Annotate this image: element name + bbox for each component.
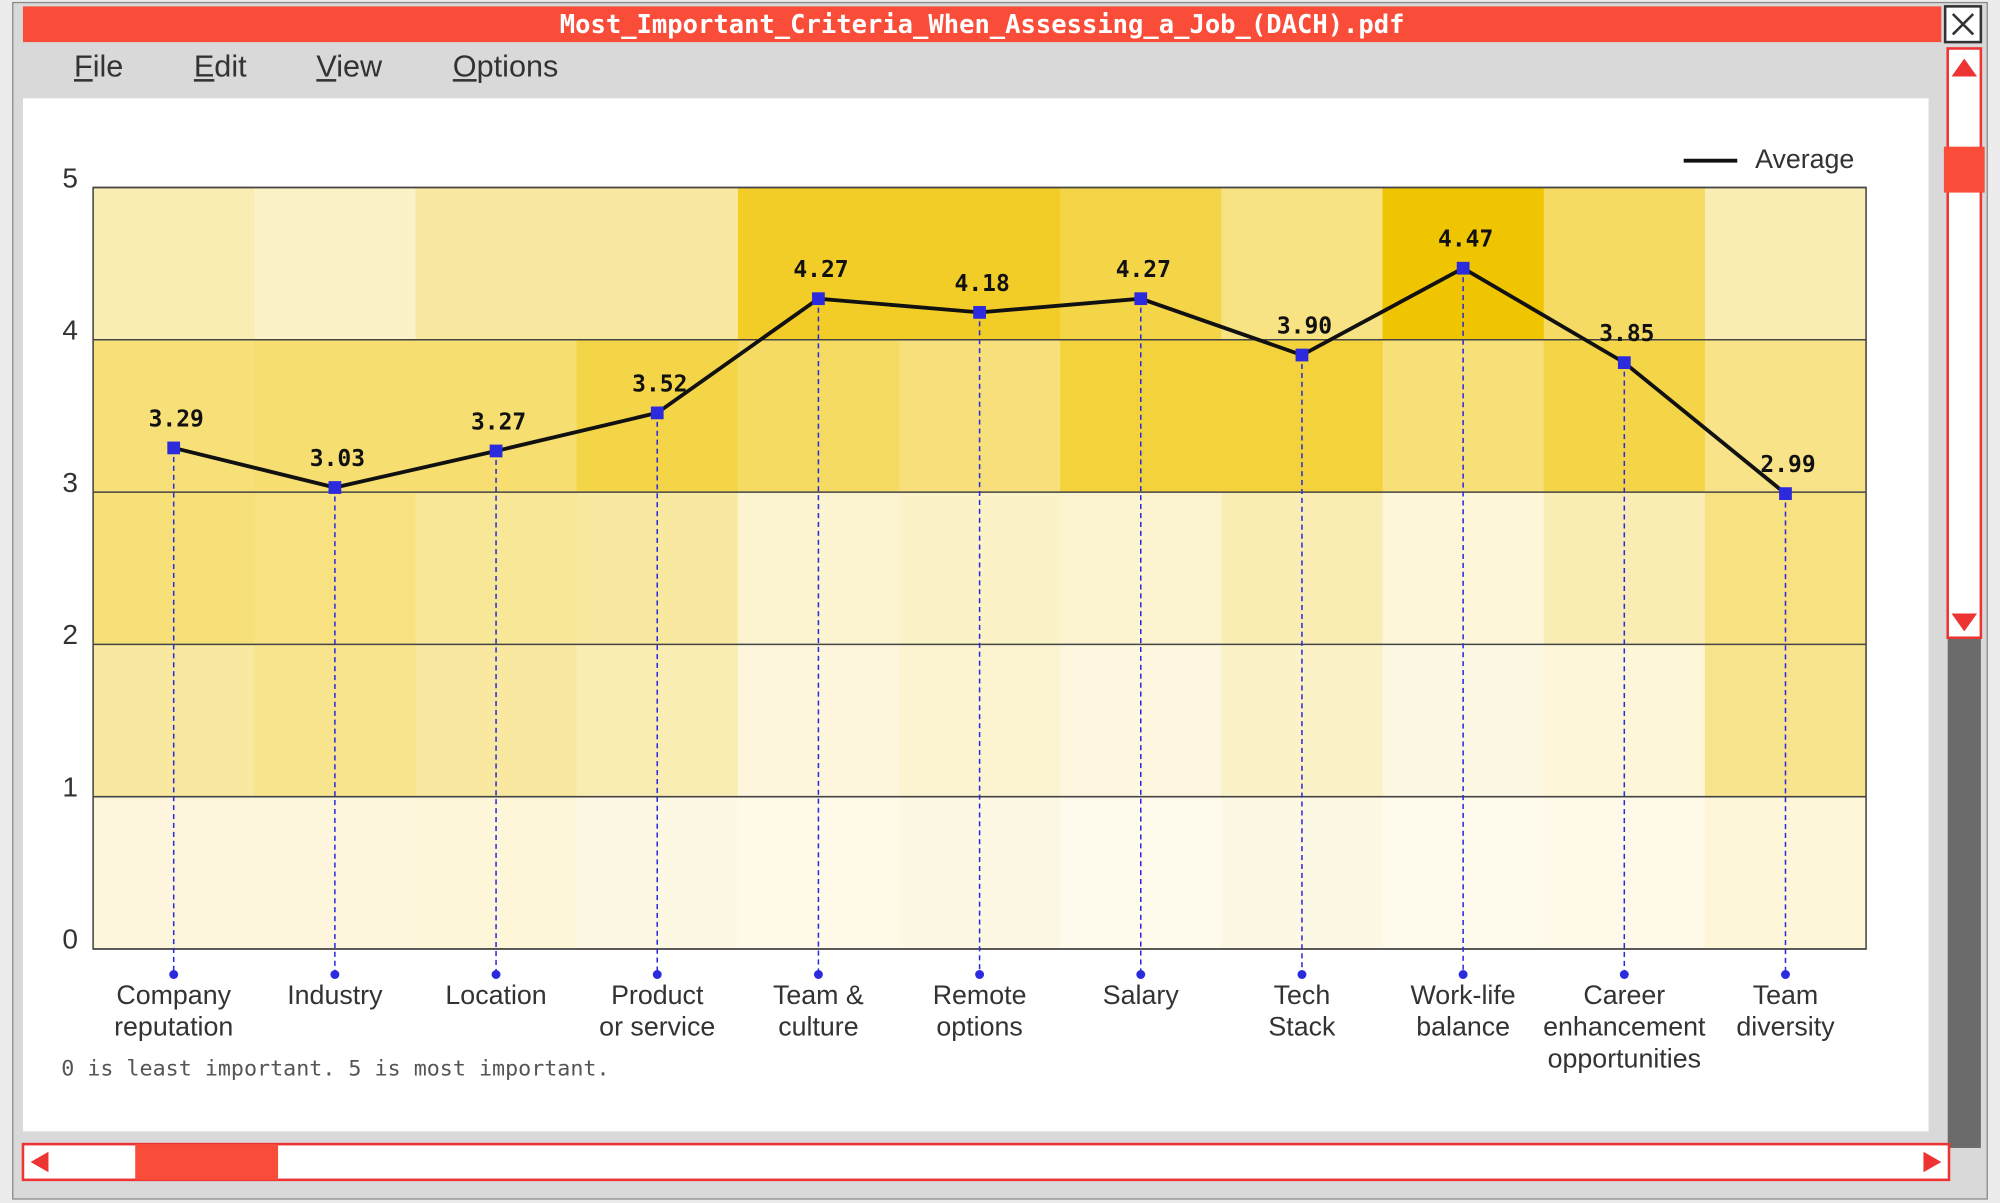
x-tick-label: Remote options xyxy=(932,980,1027,1043)
heat-cell xyxy=(1704,339,1867,493)
y-tick-label: 1 xyxy=(62,771,78,802)
heat-cell xyxy=(1060,187,1222,340)
heat-cell xyxy=(1543,187,1706,340)
marker xyxy=(328,481,342,494)
menu-item[interactable]: Edit xyxy=(193,49,247,85)
y-tick-label: 0 xyxy=(62,924,78,955)
heat-cell xyxy=(254,187,417,340)
heat-cell xyxy=(1221,644,1384,797)
marker xyxy=(1779,487,1792,500)
scroll-up[interactable] xyxy=(1951,58,1978,77)
value-label: 3.27 xyxy=(471,409,526,435)
axis-dot xyxy=(330,970,340,979)
axis-dot xyxy=(169,970,179,979)
axis-dot xyxy=(1136,970,1146,979)
value-label: 3.29 xyxy=(149,406,204,432)
value-label: 3.90 xyxy=(1277,313,1332,339)
scroll-left[interactable] xyxy=(30,1151,49,1173)
menu-item[interactable]: View xyxy=(316,49,383,85)
menu-item[interactable]: File xyxy=(73,49,124,85)
heat-cell xyxy=(415,339,578,493)
axis-dot xyxy=(652,970,662,979)
value-label: 4.47 xyxy=(1438,227,1493,253)
heat-cell xyxy=(1704,187,1867,340)
y-tick-label: 5 xyxy=(62,162,78,193)
heat-cell xyxy=(899,492,1061,645)
x-tick-label: Work-life balance xyxy=(1410,980,1516,1043)
x-tick-label: Company reputation xyxy=(114,980,234,1043)
scroll-right[interactable] xyxy=(1923,1151,1942,1173)
value-label: 2.99 xyxy=(1760,452,1815,478)
footnote: 0 is least important. 5 is most importan… xyxy=(61,1056,610,1082)
marker xyxy=(1456,261,1470,275)
x-tick-label: Salary xyxy=(1102,980,1179,1011)
axis-dot xyxy=(975,970,985,979)
y-tick-label: 2 xyxy=(62,619,78,650)
legend-label: Average xyxy=(1755,144,1854,174)
x-tick-label: Tech Stack xyxy=(1268,980,1336,1043)
y-tick-label: 3 xyxy=(62,467,78,498)
heat-cell xyxy=(899,644,1061,797)
value-label: 4.27 xyxy=(793,257,848,283)
heat-cell xyxy=(415,187,578,340)
marker xyxy=(973,306,986,319)
marker xyxy=(1295,348,1309,362)
axis-dot xyxy=(1781,970,1790,979)
marker xyxy=(167,441,181,455)
x-tick-label: Team diversity xyxy=(1736,980,1835,1043)
heat-cell xyxy=(1382,644,1545,797)
heat-cell xyxy=(576,187,739,340)
marker xyxy=(812,292,825,306)
x-tick-label: Product or service xyxy=(599,980,716,1043)
value-label: 4.18 xyxy=(955,271,1010,297)
axis-dot xyxy=(1297,970,1307,979)
h-scroll-thumb[interactable] xyxy=(135,1144,279,1180)
scroll-down[interactable] xyxy=(1951,613,1978,632)
heat-cell xyxy=(1382,796,1545,949)
heat-cell xyxy=(1221,339,1384,493)
y-tick-label: 4 xyxy=(62,315,78,346)
heat-cell xyxy=(93,187,255,340)
marker xyxy=(489,444,503,458)
axis-dot xyxy=(491,970,501,979)
marker xyxy=(1134,292,1148,306)
value-label: 3.52 xyxy=(632,371,687,397)
close-icon xyxy=(1951,13,1975,36)
v-scroll-thumb[interactable] xyxy=(1943,146,1985,193)
axis-dot xyxy=(813,970,823,979)
h-scroll-track xyxy=(21,1142,1951,1182)
marker xyxy=(1617,356,1631,370)
menu-bar: File Edit View Options xyxy=(22,44,1929,99)
heat-cell xyxy=(899,796,1061,949)
menu-item[interactable]: Options xyxy=(452,49,559,85)
heat-cell xyxy=(1382,492,1545,645)
x-tick-label: Industry xyxy=(287,980,383,1011)
value-label: 4.27 xyxy=(1116,257,1171,283)
axis-dot xyxy=(1619,970,1629,979)
x-tick-label: Location xyxy=(445,980,547,1011)
heat-cell xyxy=(1221,187,1384,340)
heat-cell xyxy=(254,339,417,493)
marker xyxy=(650,406,664,420)
heat-cell xyxy=(1221,492,1384,645)
window-title: Most_Important_Criteria_When_Assessing_a… xyxy=(22,6,1942,43)
value-label: 3.85 xyxy=(1599,321,1654,347)
x-tick-label: Career enhancement opportunities xyxy=(1543,980,1706,1074)
axis-dot xyxy=(1458,970,1468,979)
x-tick-label: Team & culture xyxy=(772,980,864,1043)
value-label: 3.03 xyxy=(310,446,365,472)
heat-cell xyxy=(737,187,900,340)
